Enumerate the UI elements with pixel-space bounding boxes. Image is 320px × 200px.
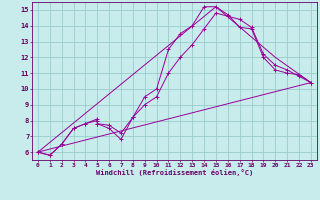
X-axis label: Windchill (Refroidissement éolien,°C): Windchill (Refroidissement éolien,°C) [96,169,253,176]
